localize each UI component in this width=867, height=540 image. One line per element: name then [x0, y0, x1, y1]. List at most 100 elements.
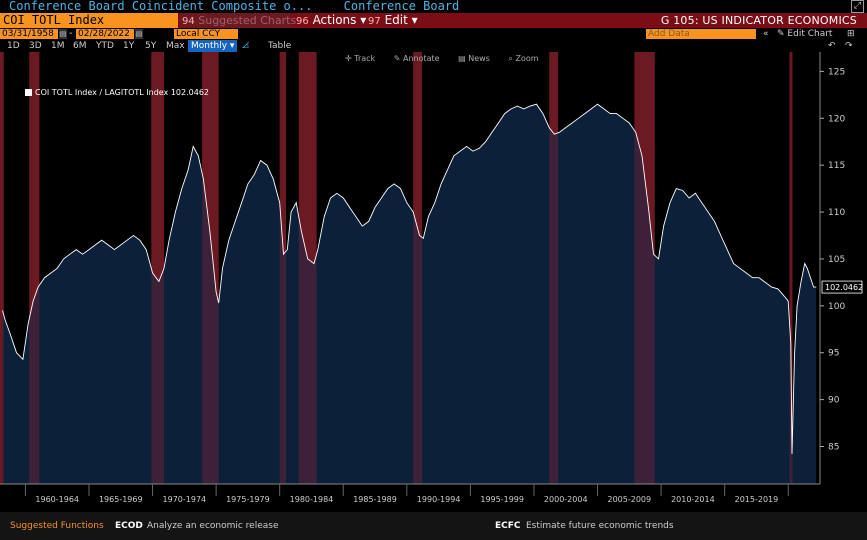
chart-legend: COI TOTL Index / LAGITOTL Index 102.0462	[25, 88, 209, 97]
suggested-functions-label: Suggested Functions	[10, 521, 104, 531]
actions-number: 96	[296, 16, 309, 27]
suggested-charts-button[interactable]: 94 Suggested Charts	[180, 13, 296, 28]
recession-overlay	[298, 52, 317, 484]
recession-overlay	[0, 52, 4, 484]
annotate-tool[interactable]: ✎ Annotate	[393, 54, 440, 63]
x-tick-label: 2010-2014	[671, 495, 715, 504]
chevron-down-icon: ▾	[360, 13, 367, 27]
date-separator: -	[69, 28, 73, 39]
calendar-icon[interactable]: ▤	[59, 29, 67, 39]
x-tick-label: 2005-2009	[607, 495, 651, 504]
x-tick-label: 2000-2004	[544, 495, 588, 504]
y-tick-label: 125	[828, 67, 845, 77]
x-tick-label: 1970-1974	[163, 495, 207, 504]
window-title-bar: Conference Board Coincident Composite o.…	[0, 0, 867, 13]
news-tool[interactable]: ▤ News	[458, 54, 490, 63]
range-tabs: 1D 3D 1M 6M YTD 1Y 5Y Max Monthly ▾ ⦞ Ta…	[0, 40, 867, 52]
add-data-input[interactable]: Add Data	[646, 29, 756, 39]
recession-band	[29, 52, 40, 484]
y-tick-label: 120	[828, 114, 845, 124]
x-tick-label: 1995-1999	[480, 495, 524, 504]
y-tick-label: 105	[828, 255, 845, 265]
end-date-field[interactable]: 02/28/2022	[76, 29, 134, 39]
line-chart-icon[interactable]: ⦞	[242, 41, 249, 51]
series-line	[2, 103, 817, 455]
edit-label: Edit	[384, 13, 408, 27]
date-row: 03/31/1958 ▤ - 02/28/2022 ▤ Local CCY Ad…	[0, 28, 867, 40]
y-tick-label: 100	[828, 302, 845, 312]
ecod-description: Analyze an economic release	[147, 521, 279, 531]
chart-svg: 85 90 95 100 105 110 115 120 125 1960-1964 1965-19…	[0, 52, 863, 504]
redo-icon[interactable]: ↷	[845, 41, 853, 51]
track-label: Track	[354, 54, 376, 63]
ecfc-description: Estimate future economic trends	[526, 521, 674, 531]
tab-1d[interactable]: 1D	[7, 41, 20, 51]
x-tick-label: 1985-1989	[353, 495, 397, 504]
y-tick-label: 115	[828, 161, 845, 171]
x-tick-label: 1965-1969	[99, 495, 143, 504]
y-tick-label: 110	[828, 208, 845, 218]
tab-ytd[interactable]: YTD	[96, 41, 114, 51]
annotate-label: Annotate	[402, 54, 440, 63]
x-tick-label: 1960-1964	[35, 495, 79, 504]
calendar-icon[interactable]: ▤	[135, 29, 143, 39]
pencil-icon: ✎	[777, 29, 785, 39]
frequency-label: Monthly	[191, 41, 228, 51]
zoom-tool[interactable]: ⌕ Zoom	[508, 54, 539, 63]
recession-overlay	[202, 52, 219, 484]
recession-overlay	[634, 52, 655, 484]
undo-icon[interactable]: ↶	[828, 41, 836, 51]
track-tool[interactable]: ✛ Track	[345, 54, 376, 63]
news-label: News	[468, 54, 490, 63]
ticker-input[interactable]: COI TOTL Index	[0, 13, 178, 28]
edit-number: 97	[368, 16, 381, 27]
tab-6m[interactable]: 6M	[73, 41, 87, 51]
expand-icon[interactable]: ⤢	[851, 0, 864, 13]
suggested-charts-label: Suggested Charts	[198, 14, 297, 27]
x-tick-label: 1990-1994	[417, 495, 461, 504]
ecod-function[interactable]: ECOD	[115, 521, 143, 531]
window-source: Conference Board	[343, 0, 460, 13]
y-tick-label: 90	[828, 396, 840, 406]
edit-chart-button[interactable]: ✎ Edit Chart	[777, 28, 832, 40]
actions-menu[interactable]: 96 Actions ▾	[296, 13, 366, 29]
zoom-label: Zoom	[515, 54, 539, 63]
recession-overlay	[279, 52, 287, 484]
recession-overlay	[549, 52, 559, 484]
collapse-icon[interactable]: «	[763, 29, 769, 39]
recession-overlay	[29, 52, 40, 484]
start-date-field[interactable]: 03/31/1958	[0, 29, 58, 39]
command-bar: COI TOTL Index 94 Suggested Charts 96 Ac…	[0, 13, 867, 28]
ecfc-function[interactable]: ECFC	[495, 521, 521, 531]
suggested-charts-number: 94	[182, 16, 195, 27]
last-value-tag	[821, 280, 863, 294]
document-title: G 105: US INDICATOR ECONOMICS	[660, 14, 857, 27]
area-fill	[2, 104, 817, 484]
x-tick-label: 1975-1979	[226, 495, 270, 504]
legend-swatch	[25, 89, 32, 96]
tab-3d[interactable]: 3D	[29, 41, 42, 51]
chevron-down-icon: ▾	[411, 13, 418, 27]
edit-menu[interactable]: 97 Edit ▾	[368, 13, 418, 29]
frequency-select[interactable]: Monthly ▾	[188, 40, 238, 52]
window-title: Conference Board Coincident Composite o.…	[9, 0, 313, 13]
recession-overlay	[151, 52, 164, 484]
tab-1m[interactable]: 1M	[51, 41, 65, 51]
settings-icon[interactable]: ⊞	[847, 29, 855, 39]
bottom-bar: Suggested Functions ECOD Analyze an econ…	[0, 512, 867, 540]
x-tick-label: 2015-2019	[735, 495, 779, 504]
tab-max[interactable]: Max	[166, 41, 185, 51]
tab-5y[interactable]: 5Y	[145, 41, 157, 51]
recession-overlay	[413, 52, 423, 484]
tab-1y[interactable]: 1Y	[123, 41, 135, 51]
table-button[interactable]: Table	[268, 41, 292, 51]
chart-area[interactable]: 85 90 95 100 105 110 115 120 125 1960-1964 1965-19…	[0, 52, 867, 512]
y-tick-label: 95	[828, 349, 839, 359]
recession-band	[0, 52, 4, 484]
recession-overlay	[789, 52, 793, 484]
legend-label: COI TOTL Index / LAGITOTL Index 102.0462	[35, 88, 209, 97]
chart-toolbar: ✛ Track ✎ Annotate ▤ News ⌕ Zoom	[345, 54, 555, 64]
edit-chart-label: Edit Chart	[787, 29, 833, 39]
currency-select[interactable]: Local CCY	[174, 29, 238, 39]
y-tick-label: 85	[828, 442, 839, 452]
